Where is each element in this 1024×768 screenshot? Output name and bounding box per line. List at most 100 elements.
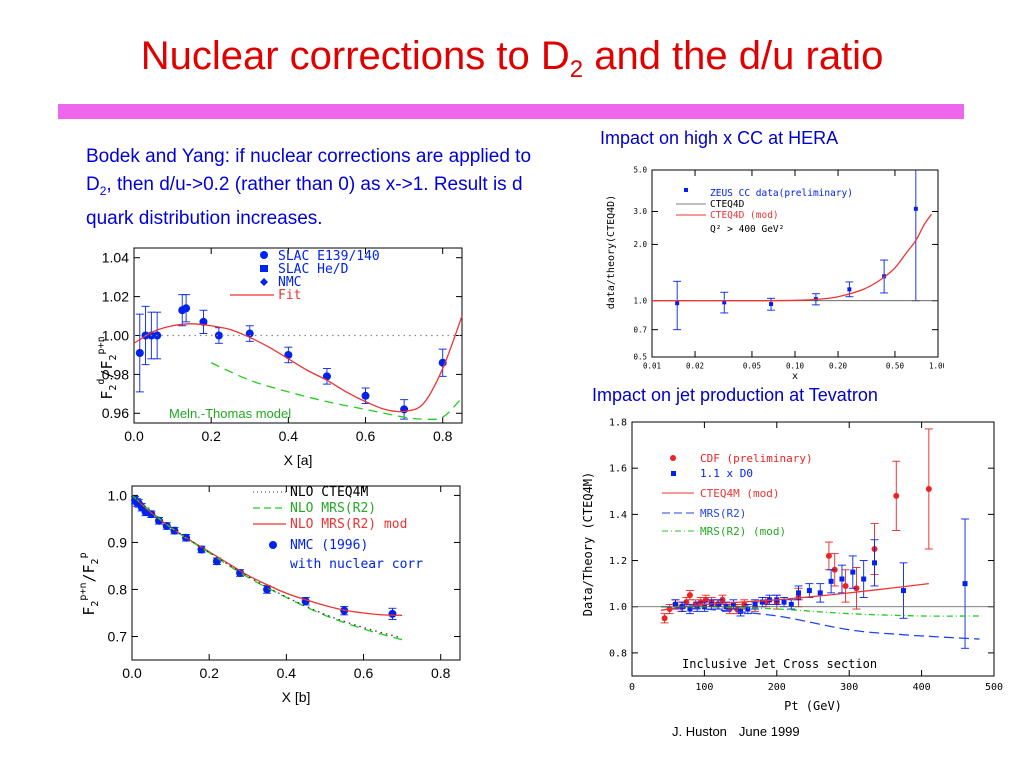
legend-slac-hed-label: SLAC He/D <box>278 262 349 277</box>
series-fit <box>133 315 463 413</box>
data-point <box>322 372 331 381</box>
data-point <box>788 601 794 607</box>
series-line <box>660 606 980 640</box>
plot-hera-ylabel: data/theory(CTEQ4D) <box>606 195 617 309</box>
y-tick-label: 1.2 <box>609 556 627 567</box>
plot-tevatron-panel: 0 100 200 300 400 500 0.8 1.0 1.2 1.4 1.6 1.8 Pt (Ge… <box>581 414 1010 716</box>
data-point <box>861 576 867 582</box>
legend-cteq4dmod-label: CTEQ4D (mod) <box>710 210 779 221</box>
data-point <box>752 601 758 607</box>
data-point <box>872 560 878 566</box>
x-tick-label: 0.50 <box>886 362 905 371</box>
plot-a-svg: 0.0 0.2 0.4 0.6 0.8 0.96 0.98 1.00 1.02 1.04 X [a]… <box>96 247 463 468</box>
legend-nmc1996-label: NMC (1996) <box>290 538 368 553</box>
data-point <box>825 552 832 559</box>
y-tick-label: 3.0 <box>633 207 647 216</box>
plot-b-plot-area: 0.0 0.2 0.4 0.6 0.8 0.7 0.8 0.9 1.0 X [b] <box>108 485 461 705</box>
data-point <box>686 592 693 599</box>
x-tick-label: 0 <box>629 682 635 693</box>
svg-text:F2p+n/F2p: F2p+n/F2p <box>78 552 101 615</box>
legend-mrsr2mod-label: MRS(R2) (mod) <box>700 525 786 538</box>
y-tick-label: 5.0 <box>633 166 647 175</box>
data-point <box>850 569 856 575</box>
data-point <box>388 609 397 618</box>
data-point <box>839 576 845 582</box>
x-tick-label: 1.00 <box>929 362 944 371</box>
y-tick-label: 1.8 <box>609 418 627 429</box>
plot-tev-plot-area: 0 100 200 300 400 500 0.8 1.0 1.2 1.4 1.6 1.8 Pt (Ge… <box>609 418 1003 714</box>
series-cteq4d-mod <box>651 213 932 302</box>
y-tick-label: 0.98 <box>102 366 129 382</box>
x-tick-label: 0.05 <box>743 362 761 371</box>
plot-hera-panel: 0.01 0.02 0.05 0.10 0.20 0.50 1.00 0.5 0.7 1.0 2.0… <box>600 162 948 384</box>
y-tick-label: 1.02 <box>102 289 129 305</box>
series-line <box>651 213 932 302</box>
legend-mrsr2-label: NLO MRS(R2) <box>290 501 376 516</box>
data-point <box>893 492 900 499</box>
footer-date: June 1999 <box>738 724 800 739</box>
x-tick-label: 0.8 <box>433 428 453 444</box>
data-point <box>925 485 932 492</box>
body-text: Bodek and Yang: if nuclear corrections a… <box>86 143 556 232</box>
plot-a-panel: 0.0 0.2 0.4 0.6 0.8 0.96 0.98 1.00 1.02 1.04 X [a]… <box>82 238 468 476</box>
plot-b-ylabel: F2p+n/F2p <box>78 552 101 615</box>
y-tick-label: 1.4 <box>609 510 627 521</box>
data-point <box>155 516 164 525</box>
data-point <box>745 606 751 612</box>
x-tick-label: 400 <box>913 682 931 693</box>
x-tick-label: 0.6 <box>354 665 374 681</box>
data-point <box>135 349 144 357</box>
x-tick-label: 0.4 <box>277 665 297 681</box>
plot-b-svg: 0.0 0.2 0.4 0.6 0.8 0.7 0.8 0.9 1.0 X [b] F2p+n/F… <box>78 485 461 705</box>
legend-q2-label: Q² > 400 GeV² <box>710 224 784 235</box>
data-point <box>672 601 678 607</box>
y-tick-label: 1.0 <box>108 487 128 503</box>
legend-cdf-marker <box>670 455 676 461</box>
series-cteq4m-mod <box>660 582 929 611</box>
plot-hera-plot-area: 0.01 0.02 0.05 0.10 0.20 0.50 1.00 0.5 0.7 1.0 2.0… <box>633 166 947 382</box>
data-point <box>675 301 680 306</box>
data-point <box>759 599 765 605</box>
data-point <box>182 304 191 313</box>
title-subscript: 2 <box>569 56 584 83</box>
title-rest: and the d/u ratio <box>583 34 884 78</box>
data-point <box>661 615 668 622</box>
legend-d0-marker <box>671 471 676 476</box>
plot-frame <box>631 421 995 677</box>
y-tick-label: 0.8 <box>108 581 128 597</box>
legend-nuclear-corr-label: with nuclear corr <box>290 557 423 572</box>
y-tick-label: 0.5 <box>633 353 647 362</box>
data-point <box>828 578 834 584</box>
legend-zeus-label: ZEUS CC data(preliminary) <box>710 188 853 199</box>
data-point <box>796 590 802 596</box>
legend-nmc-marker <box>260 278 268 286</box>
x-axis-label: x <box>792 371 798 382</box>
series-line <box>660 582 929 611</box>
svg-text:F2d/F2p+n: F2d/F2p+n <box>96 336 119 399</box>
chart-annotation: Inclusive Jet Cross section <box>682 657 877 671</box>
body-text-part1: Bodek and Yang: if nuclear corrections a… <box>86 146 532 195</box>
title-main: Nuclear corrections to D <box>140 34 570 78</box>
x-tick-label: 0.2 <box>201 428 221 444</box>
x-tick-label: 500 <box>985 682 1003 693</box>
legend-mrsr2-label: MRS(R2) <box>700 507 746 520</box>
data-point <box>901 588 906 594</box>
plot-tevatron-legend: CDF (preliminary) 1.1 x D0 CTEQ4M (mod) … <box>662 452 813 538</box>
data-point <box>882 274 887 279</box>
x-tick-label: 0.01 <box>643 362 661 371</box>
plot-b-panel: 0.0 0.2 0.4 0.6 0.8 0.7 0.8 0.9 1.0 X [b] F2p+n/F… <box>78 478 468 714</box>
data-point <box>913 206 918 211</box>
x-tick-label: 0.6 <box>356 428 376 444</box>
data-point <box>702 596 709 603</box>
y-tick-label: 1.0 <box>633 296 647 305</box>
data-point <box>687 606 693 612</box>
y-tick-label: 0.7 <box>108 628 128 644</box>
data-point <box>962 581 968 587</box>
y-tick-label: 0.8 <box>609 648 627 659</box>
data-point <box>722 300 727 305</box>
data-point <box>781 599 787 605</box>
y-tick-label: 1.04 <box>102 250 129 266</box>
legend-fit-label: Fit <box>278 288 301 303</box>
x-tick-label: 0.10 <box>786 362 805 371</box>
x-tick-label: 200 <box>768 682 786 693</box>
